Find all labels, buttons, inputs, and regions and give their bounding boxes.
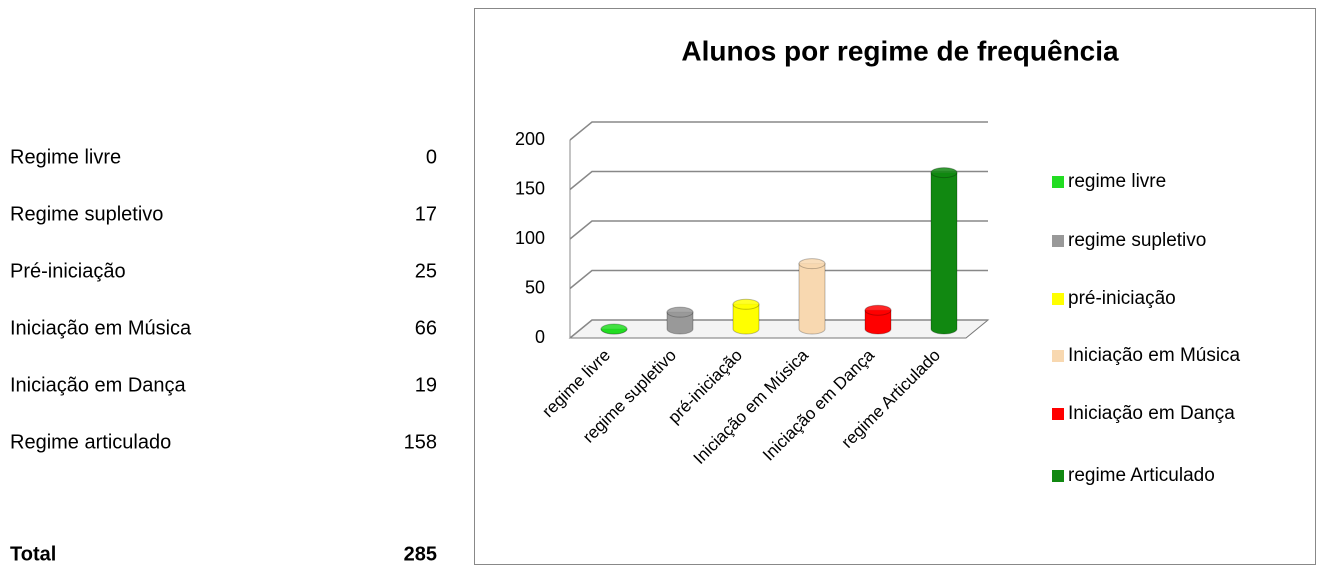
chart-title: Alunos por regime de frequência [681,35,1119,66]
bar-body [798,263,826,335]
legend-swatch [1052,470,1064,482]
bar-body [732,303,760,335]
y-tick-label: 100 [515,228,545,248]
bar-top [666,306,694,318]
bar-body [864,309,892,335]
row-label: Iniciação em Música [10,317,192,339]
grid-line [569,170,988,191]
grid-line [569,121,988,141]
bar-top [798,258,826,270]
floor [568,319,990,339]
legend-label: regime Articulado [1068,465,1215,486]
bar-top [930,167,958,179]
row-label: Regime articulado [10,431,171,453]
bar [666,306,694,335]
legend-label: regime supletivo [1068,230,1206,251]
total-label: Total [10,543,56,565]
legend-swatch [1052,408,1064,420]
row-label: Iniciação em Dança [10,374,187,396]
bar [600,323,628,335]
bar [798,258,826,335]
row-label: Regime livre [10,146,121,168]
row-value: 158 [404,431,437,453]
y-tick-label: 0 [535,327,545,347]
row-label: Regime supletivo [10,203,163,225]
grid-line [569,319,988,339]
row-value: 66 [415,317,437,339]
legend-label: regime livre [1068,171,1166,192]
legend-swatch [1052,176,1064,188]
legend-label: pré-iniciação [1068,288,1176,309]
legend-swatch [1052,350,1064,362]
row-label: Pré-iniciação [10,260,126,282]
bar [930,167,958,335]
bar [732,298,760,335]
grid-line [569,220,988,240]
bar-top [864,304,892,316]
row-value: 25 [415,260,437,282]
legend-label: Iniciação em Dança [1068,403,1235,424]
grid-line [569,269,988,290]
bar-body [666,311,694,335]
bar-top [600,323,628,335]
bar-top [732,298,760,310]
legend-swatch [1052,235,1064,247]
legend-label: Iniciação em Música [1068,345,1241,366]
row-value: 17 [415,203,437,225]
total-value: 285 [404,543,437,565]
bar [864,304,892,335]
y-tick-label: 150 [515,178,545,198]
y-tick-label: 200 [515,129,545,149]
bar-body [930,172,958,335]
legend-swatch [1052,293,1064,305]
y-tick-label: 50 [525,277,545,297]
chart-frame [474,8,1316,565]
row-value: 19 [415,374,437,396]
row-value: 0 [426,146,437,168]
